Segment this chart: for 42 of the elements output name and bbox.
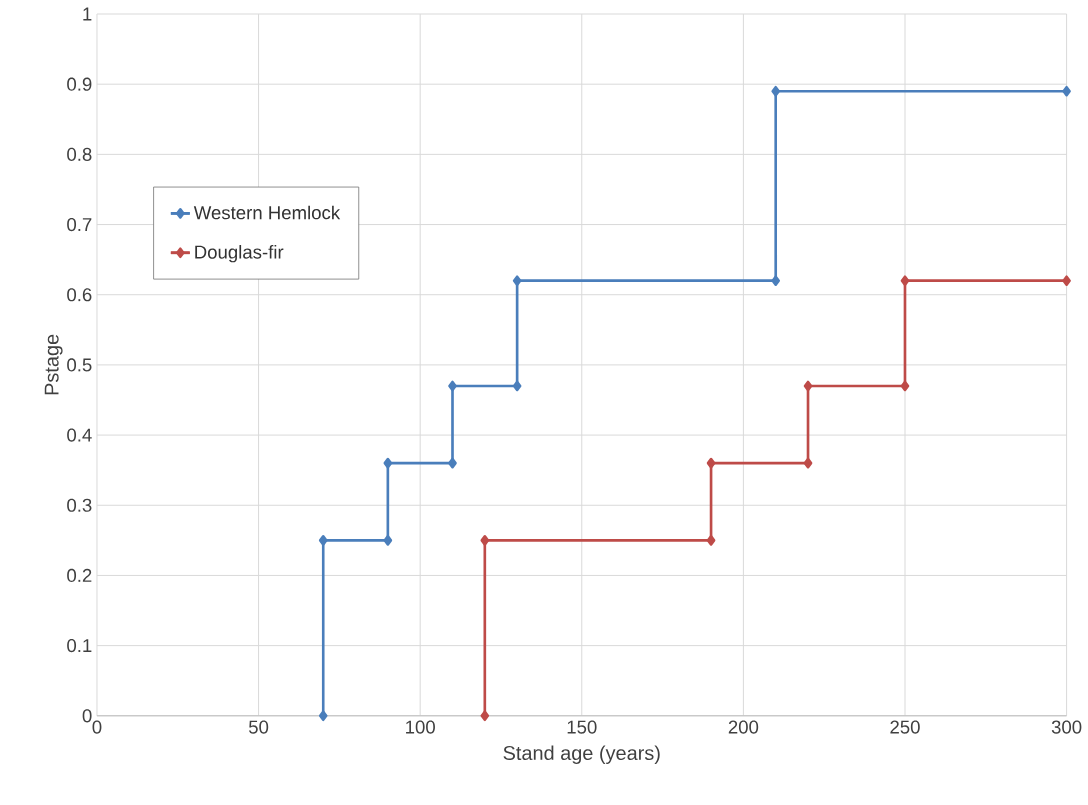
point: [512, 380, 522, 392]
point: [706, 457, 716, 469]
x-tick-label: 0: [92, 720, 102, 734]
point: [803, 457, 813, 469]
point: [318, 535, 328, 546]
point: [771, 85, 781, 97]
y-tick-label: 0.5: [67, 358, 92, 372]
x-tick-label: 200: [728, 720, 759, 734]
point: [448, 380, 457, 392]
x-tick-label: 150: [567, 720, 597, 734]
y-tick-label: 0.2: [67, 568, 92, 583]
point: [448, 457, 457, 469]
y-tick-label: 0.8: [67, 147, 92, 161]
y-tick-label: 0.7: [67, 217, 92, 232]
point: [771, 275, 781, 287]
x-tick-label: 300: [1051, 720, 1082, 734]
x-tick-label: 50: [248, 720, 269, 734]
y-tick-label: 0.4: [67, 428, 92, 442]
y-tick-label: 0.3: [67, 498, 92, 512]
y-tick-label: 1: [83, 7, 92, 21]
x-tick-label: 100: [406, 720, 435, 734]
point: [383, 457, 393, 469]
point: [1062, 85, 1071, 97]
point: [480, 710, 490, 722]
x-tick-label: 250: [890, 720, 920, 734]
point: [383, 535, 393, 546]
y-tick-label: 0.9: [67, 77, 92, 91]
point: [900, 380, 910, 392]
point: [1062, 275, 1071, 287]
y-tick-label: 0.1: [67, 639, 92, 653]
y-tick-label: 0.6: [67, 288, 92, 302]
legend-label: Douglas-fir: [195, 245, 284, 263]
point: [803, 380, 813, 392]
point: [318, 710, 328, 722]
legend-label: Western Hemlock: [193, 205, 341, 220]
y-tick-label: 0: [82, 709, 92, 723]
x-axis-title: Stand age (years): [503, 745, 660, 765]
y-axis-title: Pstage: [44, 334, 63, 395]
point: [512, 275, 522, 287]
point: [480, 535, 490, 546]
point: [706, 535, 716, 546]
point: [900, 275, 910, 287]
